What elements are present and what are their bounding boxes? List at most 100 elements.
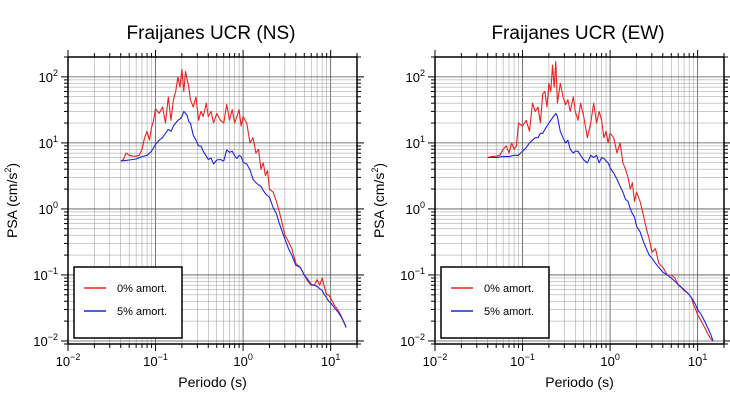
data-point: [707, 327, 708, 328]
data-point: [307, 279, 308, 280]
x-tick-label: 100: [233, 352, 252, 369]
data-point: [686, 292, 687, 293]
data-point: [276, 201, 277, 202]
data-point: [693, 301, 694, 302]
data-point: [608, 162, 609, 163]
data-point: [678, 284, 679, 285]
data-point: [198, 145, 199, 146]
tick-exponent: −1: [525, 352, 535, 362]
data-point: [593, 157, 594, 158]
x-tick-label: 10−2: [423, 352, 448, 369]
data-point: [326, 294, 327, 295]
data-point: [616, 153, 617, 154]
data-point: [317, 286, 318, 287]
chart-panel-ew: Fraijanes UCR (EW) 10−2 10−1 100 101 10−210…: [370, 23, 730, 390]
data-point: [555, 113, 556, 114]
data-point: [181, 116, 182, 117]
data-point: [330, 302, 331, 303]
data-point: [691, 297, 692, 298]
x-tick-label: 101: [688, 352, 707, 369]
data-point: [340, 315, 341, 316]
data-point: [636, 226, 637, 227]
data-point: [282, 231, 283, 232]
data-point: [529, 131, 530, 132]
data-point: [322, 277, 323, 278]
data-point: [580, 155, 581, 156]
data-point: [658, 267, 659, 268]
data-point: [580, 103, 581, 104]
data-point: [599, 111, 600, 112]
legend: 0% amort. 5% amort.: [73, 266, 183, 339]
data-point: [704, 327, 705, 328]
data-point: [324, 294, 325, 295]
data-point: [123, 159, 124, 160]
data-point: [295, 265, 296, 266]
data-point: [168, 129, 169, 130]
data-point: [487, 157, 488, 158]
x-axis-label: Periodo (s): [178, 374, 246, 390]
data-point: [246, 163, 247, 164]
y-tick-label: 10−2: [400, 332, 425, 349]
y-axis-label-end: ): [4, 163, 20, 168]
data-point: [273, 207, 274, 208]
data-point: [326, 297, 327, 298]
data-point: [562, 137, 563, 138]
data-point: [649, 238, 650, 239]
tick-exponent: −2: [437, 352, 447, 362]
data-point: [136, 158, 137, 159]
data-point: [575, 151, 576, 152]
data-point: [162, 137, 163, 138]
data-point: [620, 186, 621, 187]
tick-base: 10: [406, 70, 420, 85]
data-point: [188, 121, 189, 122]
series-line-1: [120, 110, 347, 328]
data-point: [674, 281, 675, 282]
data-point: [216, 159, 217, 160]
data-point: [179, 118, 180, 119]
data-point: [185, 113, 186, 114]
data-point: [681, 287, 682, 288]
data-point: [529, 142, 530, 143]
data-point: [210, 111, 211, 112]
data-point: [583, 116, 584, 117]
data-point: [508, 156, 509, 157]
tick-base: 10: [406, 136, 420, 151]
data-point: [346, 327, 347, 328]
data-point: [575, 111, 576, 112]
data-point: [173, 99, 174, 100]
data-point: [567, 140, 568, 141]
data-point: [328, 294, 329, 295]
tick-base: 10: [233, 354, 247, 369]
legend: 0% amort. 5% amort.: [440, 266, 550, 339]
plot-frame: [67, 56, 358, 345]
data-point: [232, 109, 233, 110]
data-point: [170, 131, 171, 132]
data-point: [640, 201, 641, 202]
y-tick-label: 10−1: [400, 266, 425, 283]
data-point: [288, 248, 289, 249]
tick-exponent: −2: [48, 332, 58, 342]
x-tick-labels: 10−2 10−1 100 101: [423, 352, 708, 369]
data-point: [684, 289, 685, 290]
x-tick-labels: 10−2 10−1 100 101: [56, 352, 341, 369]
data-point: [195, 96, 196, 97]
tick-exponent: 0: [615, 352, 620, 362]
data-point: [226, 149, 227, 150]
data-point: [343, 321, 344, 322]
data-point: [554, 115, 555, 116]
data-point: [622, 162, 623, 163]
y-axis-label-end: ): [371, 163, 387, 168]
data-point: [141, 156, 142, 157]
data-point: [330, 297, 331, 298]
data-point: [622, 192, 623, 193]
data-point: [646, 248, 647, 249]
data-point: [583, 159, 584, 160]
ticks: [61, 50, 364, 351]
data-point: [132, 156, 133, 157]
data-point: [627, 177, 628, 178]
data-point: [646, 228, 647, 229]
data-point: [253, 137, 254, 138]
data-point: [548, 122, 549, 123]
